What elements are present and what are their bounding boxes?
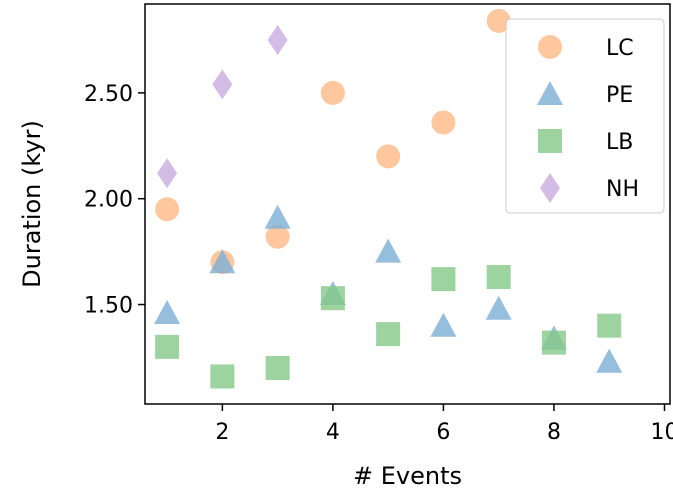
legend-marker-lb — [538, 129, 562, 153]
x-tick-label: 2 — [215, 420, 229, 445]
point-nh — [157, 158, 178, 189]
point-lb — [486, 265, 511, 290]
y-tick-label: 2.50 — [84, 82, 133, 107]
point-pe — [485, 295, 512, 320]
legend-label-pe: PE — [606, 83, 633, 108]
point-lb — [155, 334, 180, 359]
legend-marker-nh — [540, 173, 560, 203]
legend-label-lc: LC — [606, 36, 634, 61]
point-lc — [155, 197, 180, 222]
legend-marker-lc — [538, 35, 562, 59]
y-tick-label: 2.00 — [84, 188, 133, 213]
x-tick-label: 6 — [436, 420, 450, 445]
point-pe — [209, 249, 236, 274]
point-lb — [376, 322, 401, 347]
point-pe — [154, 299, 181, 325]
legend-box — [505, 18, 665, 214]
point-lc — [265, 224, 290, 249]
point-lc — [376, 144, 401, 169]
legend-marker-pe — [537, 81, 563, 106]
series-nh — [157, 24, 288, 189]
x-tick-label: 10 — [650, 420, 673, 445]
point-lc — [320, 80, 345, 105]
point-lc — [486, 8, 511, 33]
legend-label-lb: LB — [606, 130, 633, 155]
plot-area — [154, 8, 623, 389]
point-nh — [267, 24, 288, 55]
series-pe — [154, 204, 623, 373]
x-tick-label: 8 — [547, 420, 561, 445]
point-pe — [430, 312, 457, 337]
axes: 2 4 6 8 10 1.50 2.00 2.50 — [84, 3, 673, 445]
point-lb — [541, 330, 566, 355]
y-axis-label: Duration (kyr) — [18, 120, 46, 288]
plot-frame — [144, 3, 671, 405]
legend: LC PE LB NH — [505, 18, 665, 214]
legend-label-nh: NH — [606, 177, 639, 202]
point-lc — [431, 110, 456, 135]
point-lb — [210, 364, 235, 389]
point-pe — [596, 348, 623, 373]
x-axis-label: # Events — [353, 462, 462, 490]
point-nh — [212, 69, 233, 100]
series-lb — [155, 265, 622, 389]
point-lb — [431, 267, 456, 292]
series-lc — [155, 8, 511, 275]
point-pe — [264, 204, 291, 229]
point-lb — [320, 286, 345, 311]
point-lb — [597, 313, 622, 338]
point-pe — [375, 238, 402, 263]
x-tick-label: 4 — [326, 420, 340, 445]
point-lb — [265, 356, 290, 381]
y-tick-label: 1.50 — [84, 294, 133, 319]
